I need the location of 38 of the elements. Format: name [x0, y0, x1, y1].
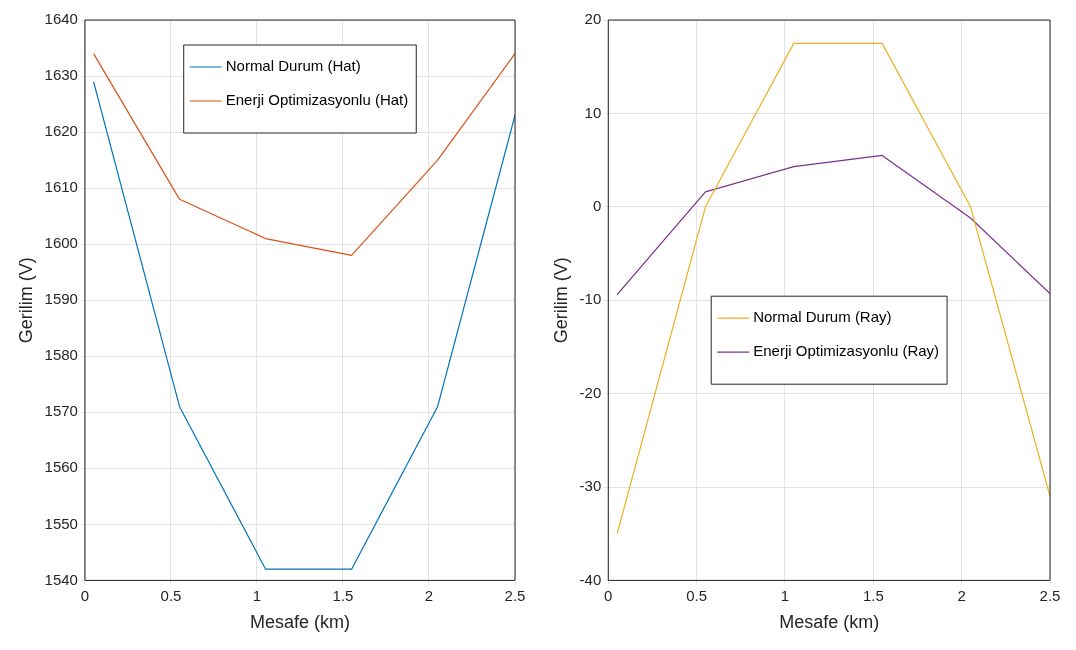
legend-label: Normal Durum (Hat)	[225, 57, 361, 75]
y-tick-label: 1640	[44, 10, 78, 28]
x-axis-title: Mesafe (km)	[249, 612, 350, 633]
y-tick-label: 1630	[44, 66, 78, 84]
x-axis-title: Mesafe (km)	[779, 612, 880, 633]
y-tick-label: 1570	[44, 402, 78, 420]
x-tick-label: 0.5	[160, 586, 182, 604]
legend-label: Enerji Optimizasyonlu (Hat)	[225, 91, 409, 109]
y-tick-label: -20	[579, 383, 602, 401]
y-tick-label: 1620	[44, 122, 78, 140]
x-tick-label: 1	[780, 586, 790, 604]
x-tick-label: 1	[252, 586, 262, 604]
y-tick-label: 0	[592, 196, 602, 214]
legend-label: Normal Durum (Ray)	[753, 308, 892, 326]
y-tick-label: 10	[584, 103, 602, 121]
x-tick-label: 0.5	[686, 586, 708, 604]
y-tick-label: 1540	[44, 570, 78, 588]
y-tick-label: 1550	[44, 514, 78, 532]
x-tick-label: 2	[957, 586, 966, 604]
y-axis-title: Gerilim (V)	[550, 257, 571, 344]
y-tick-label: -40	[579, 570, 602, 588]
x-tick-label: 2	[424, 586, 434, 604]
y-tick-label: -30	[579, 477, 602, 495]
y-tick-label: 1600	[44, 234, 78, 252]
x-tick-label: 1.5	[862, 586, 884, 604]
legend-label: Enerji Optimizasyonlu (Ray)	[753, 342, 940, 360]
y-tick-label: 1610	[44, 178, 78, 196]
y-tick-label: 20	[584, 10, 602, 28]
y-tick-label: -10	[579, 290, 602, 308]
x-tick-label: 2.5	[504, 586, 526, 604]
y-tick-label: 1590	[44, 290, 78, 308]
x-tick-label: 0	[604, 586, 613, 604]
x-tick-label: 2.5	[1039, 586, 1061, 604]
y-tick-label: 1580	[44, 346, 78, 364]
x-tick-label: 0	[80, 586, 90, 604]
y-tick-label: 1560	[44, 458, 78, 476]
x-tick-label: 1.5	[332, 586, 354, 604]
y-axis-title: Gerilim (V)	[15, 257, 36, 344]
